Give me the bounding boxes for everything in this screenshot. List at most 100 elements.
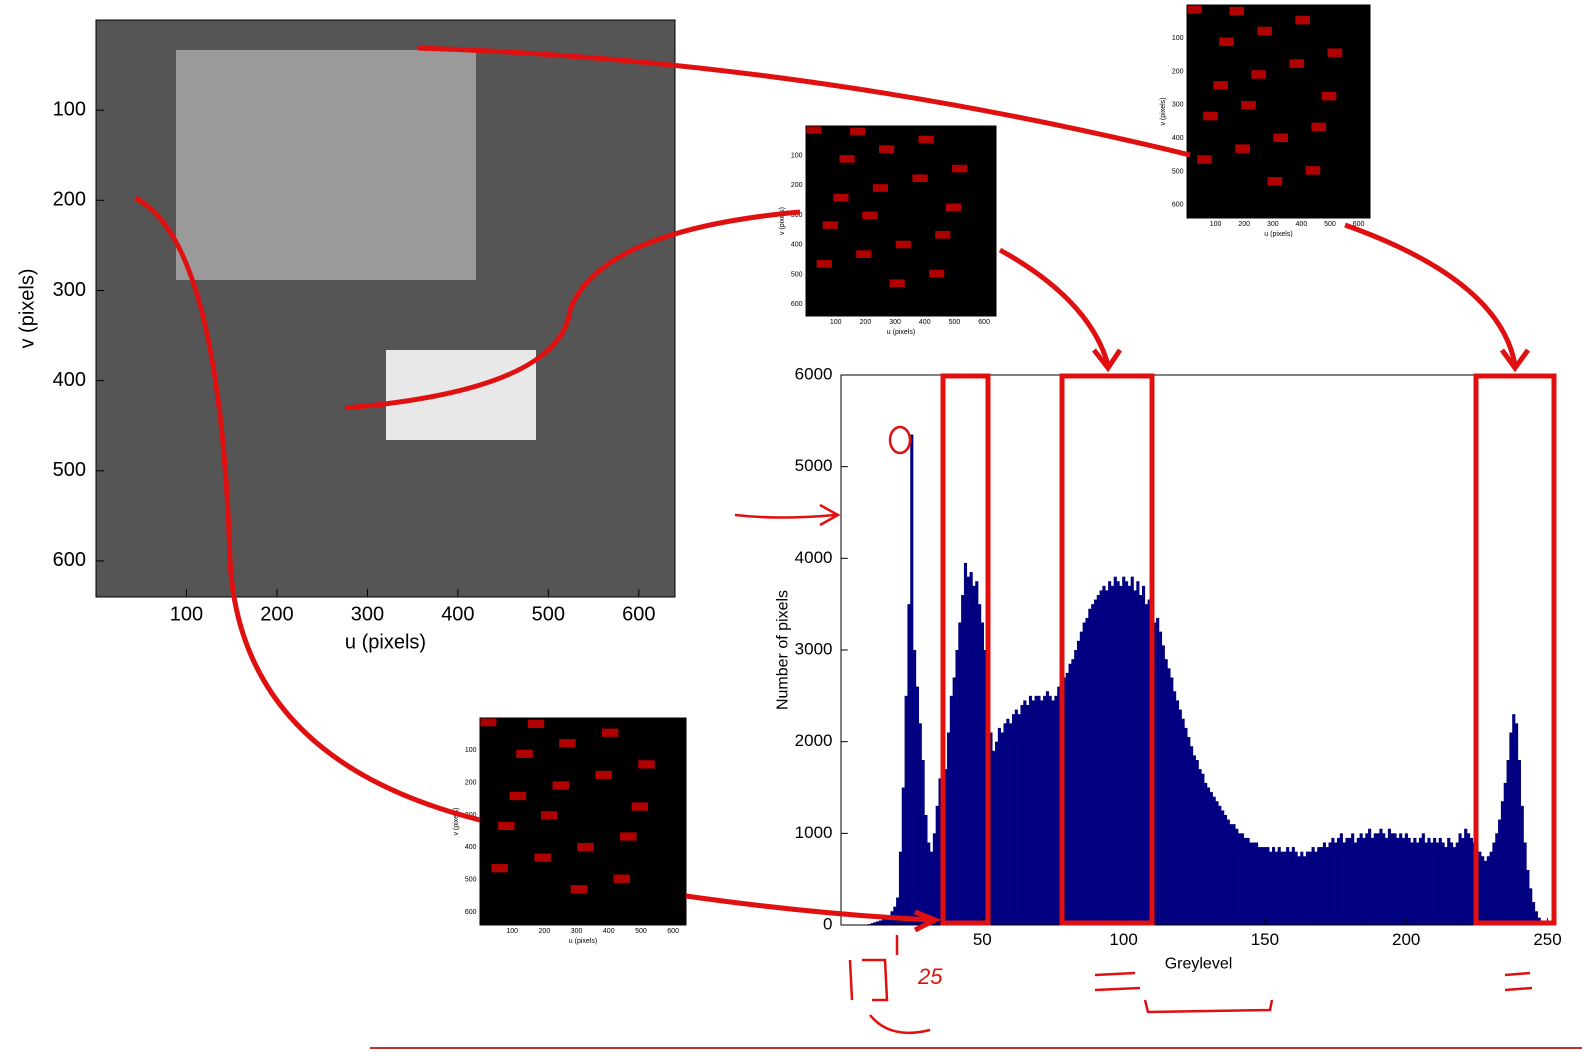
bar [1119,585,1123,925]
y-tick-label: 400 [791,242,803,249]
x-tick-label: 300 [351,603,384,625]
bar [1483,860,1488,925]
bar [1017,714,1021,925]
bar [1469,837,1473,925]
image-texture [595,770,612,780]
bar [1028,695,1033,925]
bar [946,732,951,925]
bar [1523,842,1527,925]
image-texture [822,221,838,229]
bar [1314,851,1318,925]
bar [918,723,922,925]
image-texture [552,781,569,790]
bar [1153,622,1157,925]
bar [1218,805,1222,925]
x-tick-label: 50 [973,930,992,949]
image-texture [945,203,962,212]
bar [1291,847,1295,925]
bar [1294,851,1298,925]
bar [1529,888,1533,925]
y-tick-label: 2000 [795,731,833,750]
bar [1156,617,1160,925]
image-texture [386,350,536,440]
bar [1500,801,1505,925]
bar [896,897,900,925]
bar [1127,585,1131,925]
bar [1413,837,1417,925]
bar [1390,833,1394,925]
x-tick-label: 200 [260,603,293,625]
bar [1517,760,1521,925]
bar [1130,576,1134,925]
bar [1458,833,1462,925]
bar [1108,581,1112,925]
image-texture [889,279,905,288]
bar [1144,604,1148,925]
bar [1455,842,1459,925]
bar [969,572,973,925]
bars [867,434,1553,925]
bar [1139,595,1143,925]
bar [961,595,965,925]
bar [1410,842,1414,925]
bar [1215,801,1219,925]
bar [1020,705,1024,925]
bar [1235,828,1239,925]
axes-box [1186,4,1371,219]
y-tick-label: 1000 [795,823,833,842]
bar [1308,851,1312,925]
bar [1187,737,1191,925]
bar [1382,833,1386,925]
bar [1113,576,1117,925]
y-axis-label: Number of pixels [774,590,791,710]
x-tick-label: 600 [978,319,990,326]
bar [1204,782,1208,925]
arrow [344,209,801,411]
bar [1173,691,1177,925]
y-tick-label: 600 [1172,202,1184,209]
bar [1297,856,1301,925]
bar [1444,847,1448,925]
bar [1320,847,1324,925]
image-texture [480,718,497,727]
bar [1311,847,1315,925]
image-texture [1235,144,1250,153]
bar [1057,686,1061,925]
bar [1416,842,1420,925]
bar [1158,631,1163,925]
bar [1461,837,1465,925]
bar [881,919,886,925]
bar [1288,851,1293,925]
bar [1088,608,1092,925]
y-tick-label: 600 [791,301,803,308]
image-texture [1229,6,1245,16]
bar [1441,842,1445,925]
image-texture [1305,166,1321,175]
y-tick-label: 300 [53,279,86,301]
bar [1260,847,1264,925]
bar [1011,714,1016,925]
image-texture [577,842,594,852]
x-tick-label: 500 [532,603,565,625]
bar [901,787,905,925]
image-texture [527,719,545,729]
y-tick-label: 0 [823,914,832,933]
arrow [685,893,936,923]
image-texture [839,155,855,163]
bar [1252,842,1256,925]
y-tick-label: 600 [53,549,86,571]
bar [1243,837,1247,925]
bar [995,741,999,925]
bar [1498,819,1502,925]
image-texture [631,802,649,811]
bar [1359,833,1363,925]
bar [1435,842,1440,925]
bar [1266,847,1270,925]
bar [1520,805,1524,925]
image-texture [516,749,533,758]
bar [1512,714,1516,925]
image-texture [1311,122,1327,132]
image-texture [895,240,911,249]
image-texture [1197,155,1212,164]
bar [1427,837,1431,925]
